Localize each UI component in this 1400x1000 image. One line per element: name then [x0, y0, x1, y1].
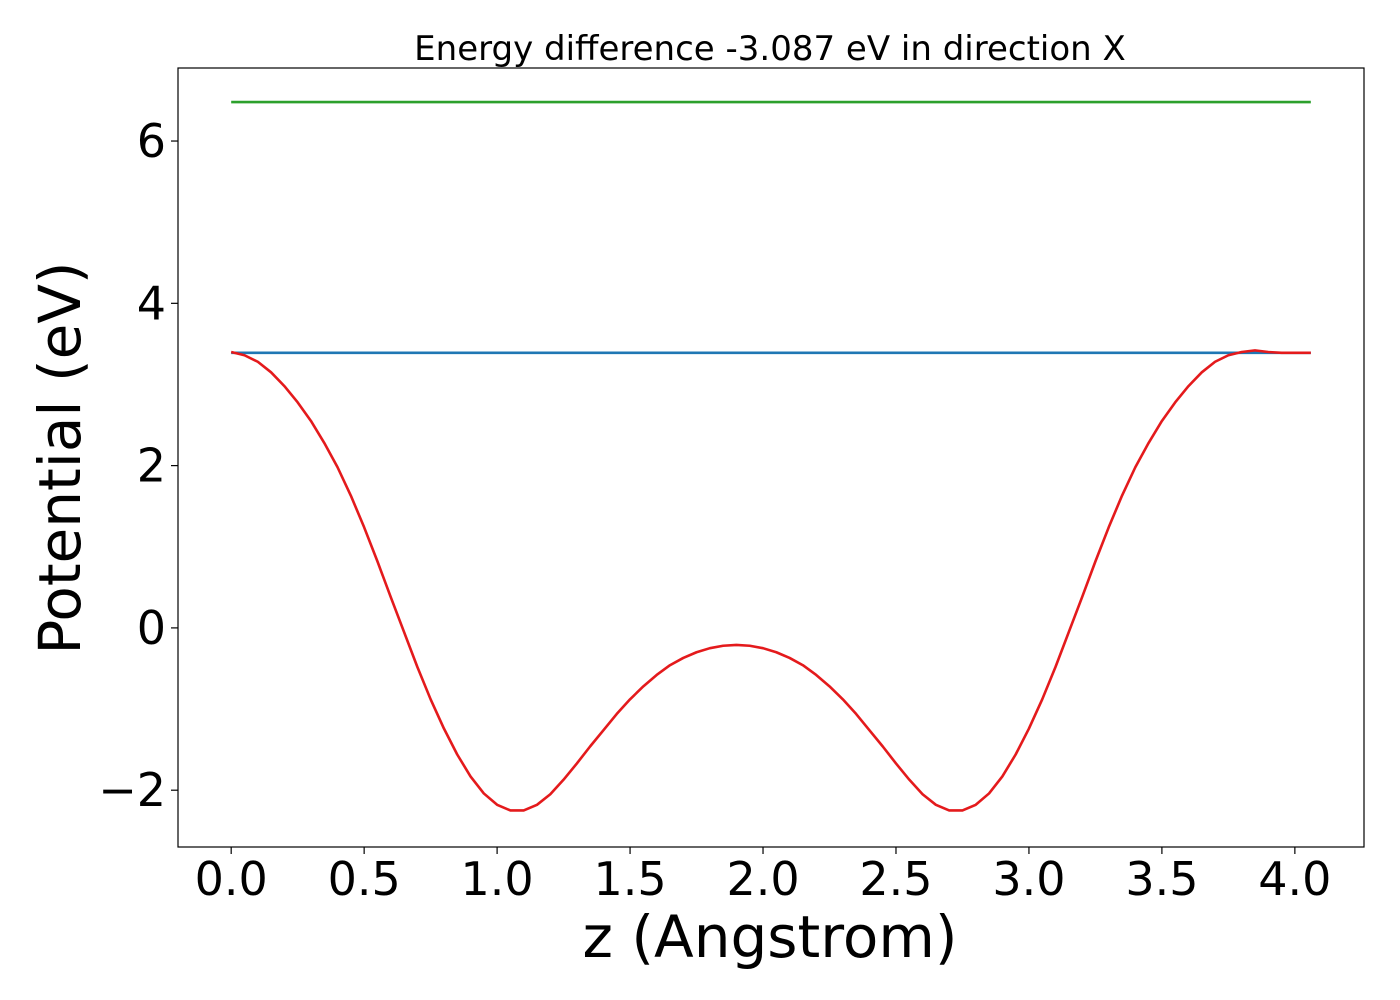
y-axis: −2 0 2 4 6 [98, 114, 178, 817]
y-tick-label: −2 [98, 763, 166, 817]
x-tick-label: 3.0 [992, 852, 1065, 906]
y-tick-label: 4 [137, 276, 166, 330]
y-tick-label: 2 [137, 439, 166, 493]
y-axis-label: Potential (eV) [26, 261, 94, 654]
x-axis: 0.0 0.5 1.0 1.5 2.0 2.5 3.0 3.5 4.0 [195, 847, 1331, 906]
series-line-2 [230, 349, 1311, 812]
series-layer [230, 100, 1311, 812]
y-tick-label: 6 [137, 114, 166, 168]
chart-title: Energy difference -3.087 eV in direction… [414, 29, 1126, 69]
plot-area-frame [177, 67, 1365, 848]
x-tick-label: 1.5 [593, 852, 666, 906]
x-tick-label: 2.0 [726, 852, 799, 906]
x-tick-label: 0.5 [328, 852, 401, 906]
x-tick-label: 4.0 [1258, 852, 1331, 906]
x-axis-label: z (Angstrom) [583, 903, 958, 971]
x-tick-label: 0.0 [195, 852, 268, 906]
x-tick-label: 2.5 [859, 852, 932, 906]
x-tick-label: 1.0 [461, 852, 534, 906]
y-tick-label: 0 [137, 601, 166, 655]
x-tick-label: 3.5 [1125, 852, 1198, 906]
